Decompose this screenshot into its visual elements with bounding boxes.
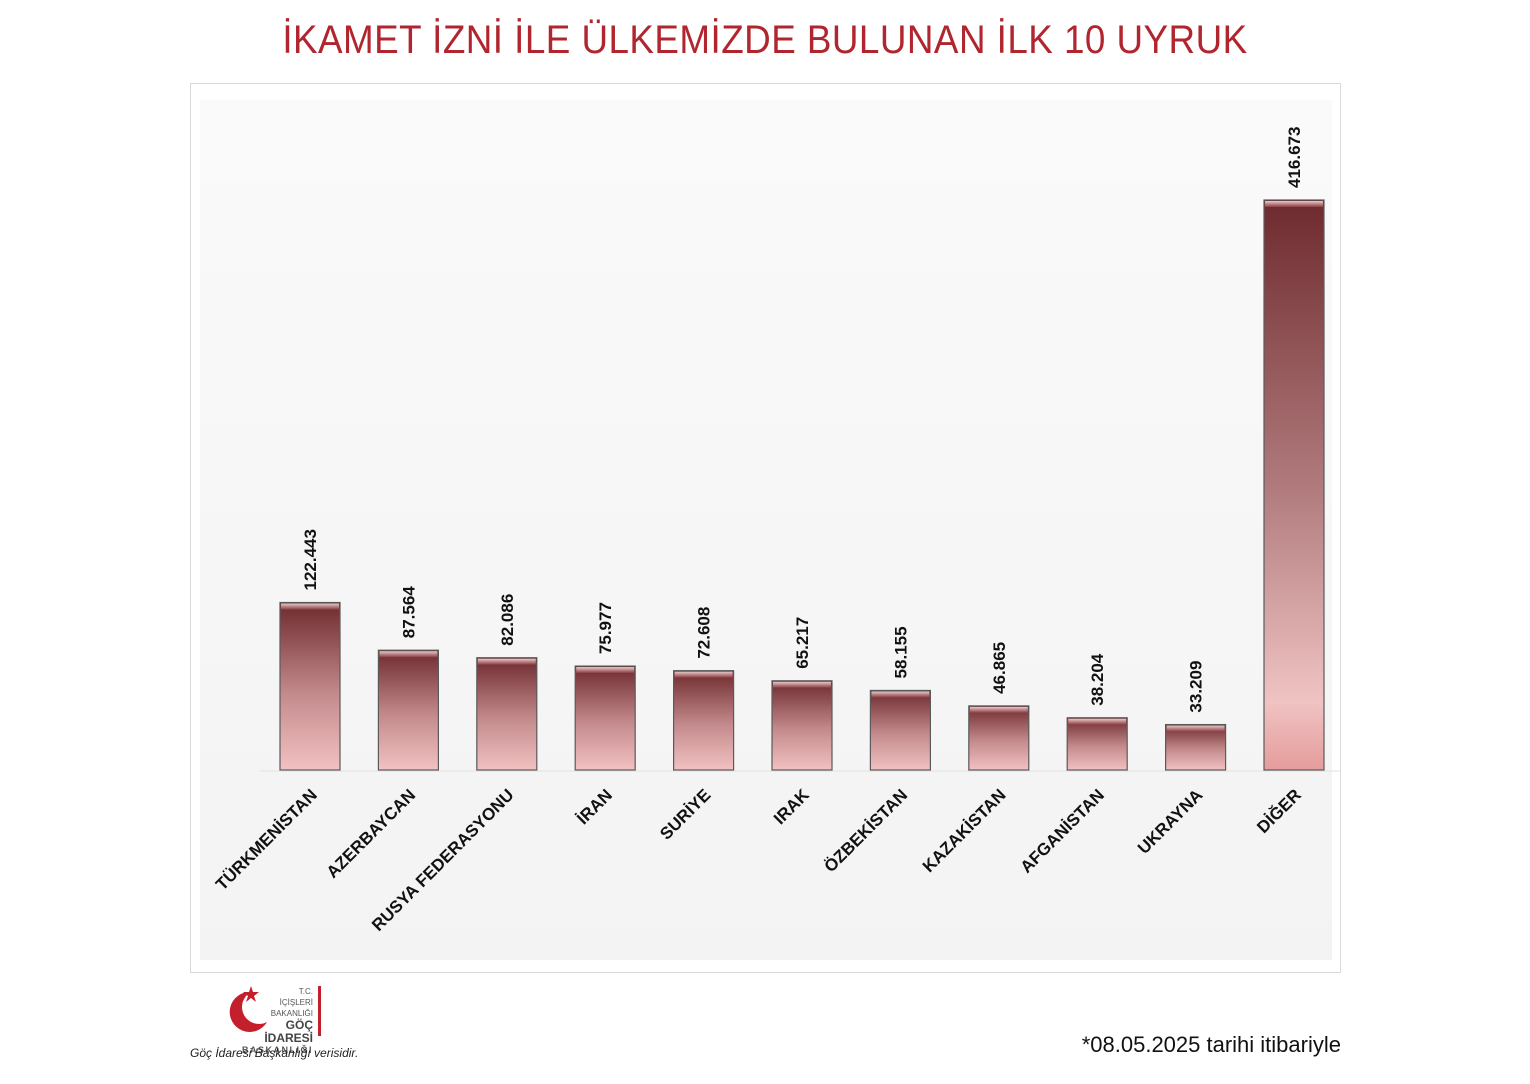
bar-11 [1263, 199, 1325, 771]
category-label: UKRAYNA [1134, 785, 1206, 857]
category-label: IRAK [770, 785, 813, 828]
logo-text: T.C. İÇİŞLERİ BAKANLIĞI GÖÇ İDARESİ BAŞK… [238, 986, 313, 1056]
bar-2 [377, 649, 439, 771]
bar-body [968, 705, 1030, 771]
logo-line-baskanlik: BAŞKANLIĞI [242, 1045, 313, 1055]
value-label: 38.204 [1088, 653, 1107, 706]
bar-5 [672, 670, 735, 771]
bar-body [476, 657, 538, 771]
bar-body [1164, 723, 1227, 771]
category-label: İRAN [573, 785, 616, 828]
category-label: DİĞER [1253, 785, 1305, 837]
logo-line-tc: T.C. [298, 987, 313, 996]
value-label: 122.443 [301, 529, 320, 590]
category-label: TÜRKMENİSTAN [212, 785, 321, 894]
category-label: ÖZBEKİSTAN [821, 785, 912, 876]
category-label: AFGANİSTAN [1017, 785, 1108, 876]
value-label: 416.673 [1285, 127, 1304, 188]
bar-body [771, 680, 833, 771]
chart-title: İKAMET İZNİ İLE ÜLKEMİZDE BULUNAN İLK 10… [282, 18, 1248, 62]
bar-10 [1164, 723, 1227, 771]
value-label: 65.217 [793, 617, 812, 669]
bar-cap [674, 671, 733, 678]
bar-cap [379, 651, 438, 658]
bar-body [1263, 199, 1325, 771]
date-footnote: *08.05.2025 tarihi itibariyle [1081, 1032, 1341, 1057]
bar-cap [871, 691, 930, 698]
goc-idaresi-logo [229, 986, 267, 1032]
bar-8 [968, 705, 1030, 771]
value-label: 58.155 [891, 626, 910, 678]
bar-body [574, 665, 636, 771]
plot-area [200, 100, 1332, 960]
bar-cap [969, 706, 1028, 713]
value-label: 82.086 [498, 594, 517, 646]
category-label: KAZAKİSTAN [919, 785, 1010, 876]
value-label: 75.977 [596, 602, 615, 654]
bar-cap [576, 667, 635, 674]
bar-body [279, 601, 341, 771]
bar-1 [279, 601, 341, 771]
bar-body [1066, 717, 1128, 771]
logo-divider [318, 986, 321, 1036]
bar-body [377, 649, 439, 771]
bar-cap [477, 658, 536, 665]
bar-4 [574, 665, 636, 771]
source-note: Göç İdaresi Başkanlığı verisidir. [190, 1046, 359, 1060]
bar-7 [869, 689, 932, 771]
value-label: 87.564 [399, 586, 418, 639]
value-label: 72.608 [695, 607, 714, 659]
value-label: 46.865 [990, 642, 1009, 694]
bar-cap [1166, 725, 1225, 732]
bar-cap [281, 603, 339, 610]
logo-line-ministry: İÇİŞLERİ BAKANLIĞI [270, 998, 313, 1018]
bar-cap [773, 681, 831, 688]
category-label: SURİYE [656, 785, 714, 843]
bar-9 [1066, 717, 1128, 771]
logo-line-goc: GÖÇ İDARESİ [264, 1018, 313, 1045]
value-label: 33.209 [1187, 661, 1206, 713]
bar-body [869, 689, 932, 771]
bar-cap [1265, 201, 1323, 207]
category-label: AZERBAYCAN [323, 785, 419, 881]
bar-6 [771, 680, 833, 771]
bar-cap [1068, 718, 1127, 725]
bar-3 [476, 657, 538, 771]
bar-body [672, 670, 735, 771]
